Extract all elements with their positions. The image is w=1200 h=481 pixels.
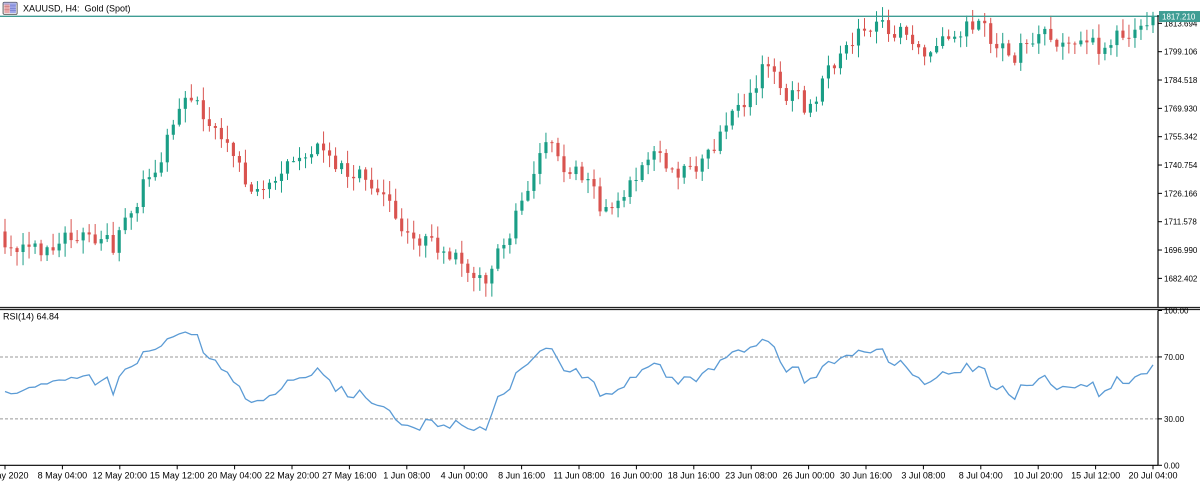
svg-text:0.00: 0.00 <box>1164 461 1180 470</box>
svg-text:8 May 04:00: 8 May 04:00 <box>38 470 88 480</box>
svg-text:12 May 20:00: 12 May 20:00 <box>93 470 148 480</box>
svg-text:10 Jul 20:00: 10 Jul 20:00 <box>1014 470 1063 480</box>
svg-text:4 Jun 00:00: 4 Jun 00:00 <box>441 470 488 480</box>
svg-text:8 Jul 04:00: 8 Jul 04:00 <box>959 470 1003 480</box>
svg-text:1740.754: 1740.754 <box>1164 161 1198 170</box>
svg-text:100.00: 100.00 <box>1164 307 1189 316</box>
svg-text:1711.578: 1711.578 <box>1164 218 1197 227</box>
svg-text:1817.210: 1817.210 <box>1162 13 1196 22</box>
svg-text:XAUUSD, H4: Gold (Spot): XAUUSD, H4: Gold (Spot) <box>23 4 131 14</box>
svg-text:1682.402: 1682.402 <box>1164 274 1198 283</box>
svg-text:15 May 12:00: 15 May 12:00 <box>150 470 205 480</box>
svg-text:5 May 2020: 5 May 2020 <box>0 470 29 480</box>
svg-text:1799.106: 1799.106 <box>1164 48 1198 57</box>
svg-text:1769.930: 1769.930 <box>1164 104 1198 113</box>
svg-text:30.00: 30.00 <box>1164 415 1185 424</box>
svg-text:20 May 04:00: 20 May 04:00 <box>207 470 262 480</box>
svg-text:70.00: 70.00 <box>1164 353 1185 362</box>
svg-text:3 Jul 08:00: 3 Jul 08:00 <box>901 470 945 480</box>
svg-text:RSI(14) 64.84: RSI(14) 64.84 <box>3 312 59 322</box>
svg-text:26 Jun 00:00: 26 Jun 00:00 <box>783 470 835 480</box>
svg-text:16 Jun 00:00: 16 Jun 00:00 <box>610 470 662 480</box>
svg-text:11 Jun 08:00: 11 Jun 08:00 <box>553 470 604 480</box>
svg-text:23 Jun 08:00: 23 Jun 08:00 <box>725 470 777 480</box>
svg-text:30 Jun 16:00: 30 Jun 16:00 <box>840 470 892 480</box>
svg-text:18 Jun 16:00: 18 Jun 16:00 <box>668 470 720 480</box>
svg-text:1 Jun 08:00: 1 Jun 08:00 <box>383 470 430 480</box>
svg-text:20 Jul 04:00: 20 Jul 04:00 <box>1128 470 1177 480</box>
svg-text:15 Jul 12:00: 15 Jul 12:00 <box>1071 470 1120 480</box>
svg-text:1755.342: 1755.342 <box>1164 133 1198 142</box>
svg-text:27 May 16:00: 27 May 16:00 <box>322 470 377 480</box>
svg-text:8 Jun 16:00: 8 Jun 16:00 <box>498 470 545 480</box>
svg-text:1726.166: 1726.166 <box>1164 189 1198 198</box>
svg-text:1696.990: 1696.990 <box>1164 246 1198 255</box>
svg-text:22 May 20:00: 22 May 20:00 <box>265 470 320 480</box>
svg-text:1784.518: 1784.518 <box>1164 76 1198 85</box>
